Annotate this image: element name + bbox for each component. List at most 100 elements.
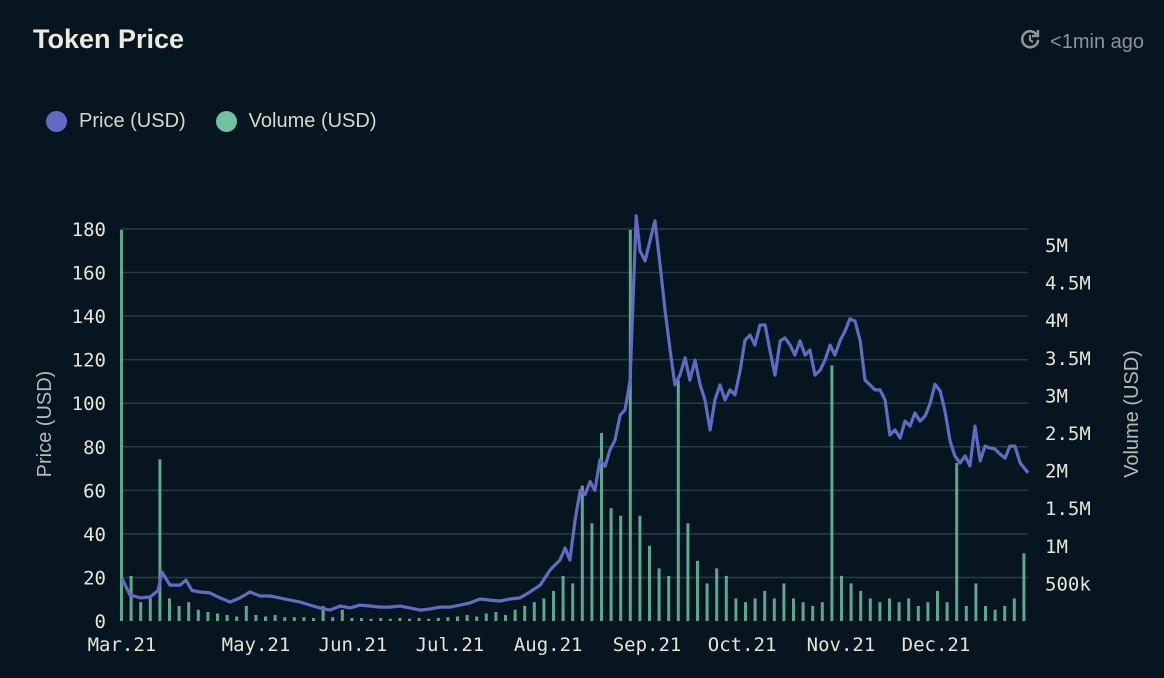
volume-bar — [676, 380, 680, 621]
volume-bar — [283, 617, 287, 621]
volume-bar — [964, 605, 968, 621]
y-tick-label: 120 — [72, 350, 106, 372]
volume-bar — [945, 602, 949, 621]
x-tick-label: Mar.21 — [88, 634, 157, 656]
y-tick-label: 140 — [72, 306, 106, 328]
x-tick-label: Dec.21 — [902, 634, 971, 656]
y2-tick-label: 2.5M — [1045, 423, 1091, 445]
y-tick-label: 160 — [72, 263, 106, 285]
volume-bar — [878, 602, 882, 621]
y-tick-label: 80 — [83, 437, 106, 459]
volume-bar — [1012, 598, 1016, 621]
volume-bar — [696, 560, 699, 621]
price-line — [120, 214, 1030, 612]
y2-tick-label: 3.5M — [1045, 348, 1091, 370]
volume-bar — [974, 583, 978, 621]
volume-bar — [292, 617, 296, 621]
volume-bar — [475, 616, 479, 621]
volume-bar — [571, 583, 575, 621]
volume-bar — [196, 609, 200, 621]
volume-bar — [465, 614, 469, 621]
volume-legend-dot-icon — [215, 111, 237, 132]
price-legend-dot-icon — [46, 111, 67, 132]
y2-tick-label: 4.5M — [1045, 273, 1091, 295]
volume-bar — [350, 617, 354, 621]
volume-bar — [734, 598, 738, 621]
volume-bar — [868, 598, 872, 621]
y-tick-label: 0 — [95, 611, 106, 633]
y-tick-label: 40 — [83, 524, 106, 546]
volume-bar — [484, 613, 488, 621]
volume-bar — [984, 605, 987, 621]
refresh-clock-icon[interactable] — [1018, 27, 1042, 57]
last-updated-text: <1min ago — [1050, 30, 1144, 53]
volume-bar — [408, 618, 411, 621]
last-updated[interactable]: <1min ago — [1018, 27, 1144, 57]
volume-bar — [638, 515, 642, 621]
x-tick-label: May.21 — [222, 634, 291, 656]
x-tick-label: Oct.21 — [708, 634, 777, 656]
volume-bar — [427, 618, 431, 621]
volume-bar — [158, 459, 162, 621]
volume-bar — [830, 365, 834, 621]
volume-bar — [542, 598, 546, 621]
volume-bar — [926, 602, 930, 621]
volume-bar — [513, 609, 517, 621]
volume-bar — [360, 617, 363, 621]
volume-bar — [312, 617, 315, 621]
volume-bar — [321, 605, 325, 621]
volume-bar — [388, 618, 392, 621]
volume-bar — [139, 602, 143, 621]
volume-bar — [235, 616, 239, 621]
volume-bar — [859, 590, 863, 621]
volume-bar — [907, 598, 911, 621]
volume-bar — [801, 602, 805, 621]
legend-item-volume[interactable]: Volume (USD) — [215, 110, 376, 133]
volume-bar — [254, 614, 258, 621]
volume-bar — [369, 618, 373, 621]
volume-bar — [456, 616, 459, 621]
chart-legend: Price (USD) Volume (USD) — [46, 110, 376, 133]
y2-tick-label: 4M — [1045, 310, 1068, 332]
volume-bar — [916, 605, 920, 621]
volume-bar — [628, 229, 632, 621]
volume-bar — [753, 598, 757, 621]
y2-tick-label: 1.5M — [1045, 498, 1091, 520]
volume-bar — [1003, 605, 1007, 621]
y2-tick-label: 3M — [1045, 385, 1068, 407]
y-tick-label: 20 — [83, 567, 106, 589]
y2-tick-label: 2M — [1045, 461, 1068, 483]
volume-bar — [436, 617, 440, 621]
volume-bar — [446, 617, 450, 621]
volume-bar — [705, 583, 709, 621]
volume-bar — [225, 614, 229, 621]
volume-bar — [580, 485, 584, 621]
chart-title: Token Price — [33, 24, 185, 54]
x-tick-label: Sep.21 — [613, 634, 682, 656]
volume-bar — [273, 614, 277, 621]
y-tick-label: 180 — [72, 219, 106, 241]
volume-bar — [244, 605, 248, 621]
volume-bar — [897, 602, 901, 621]
volume-bar — [936, 590, 939, 621]
x-tick-label: Jul.21 — [416, 634, 485, 656]
volume-bar — [724, 575, 728, 621]
volume-bar — [216, 613, 219, 621]
volume-bar — [993, 609, 997, 621]
volume-bar — [772, 598, 776, 621]
legend-item-price[interactable]: Price (USD) — [46, 110, 186, 133]
volume-bar — [417, 617, 421, 621]
volume-bar — [744, 602, 747, 621]
y-axis-title: Price (USD) — [34, 371, 56, 478]
y2-tick-label: 1M — [1045, 536, 1068, 558]
x-tick-label: Jun.21 — [319, 634, 388, 656]
volume-bar — [552, 590, 555, 621]
volume-bar — [1022, 553, 1026, 621]
volume-bar — [177, 605, 181, 621]
volume-bar — [763, 590, 767, 621]
volume-bar — [504, 614, 507, 621]
volume-bar — [523, 605, 527, 621]
volume-bar — [148, 598, 152, 621]
volume-bar — [811, 605, 815, 621]
